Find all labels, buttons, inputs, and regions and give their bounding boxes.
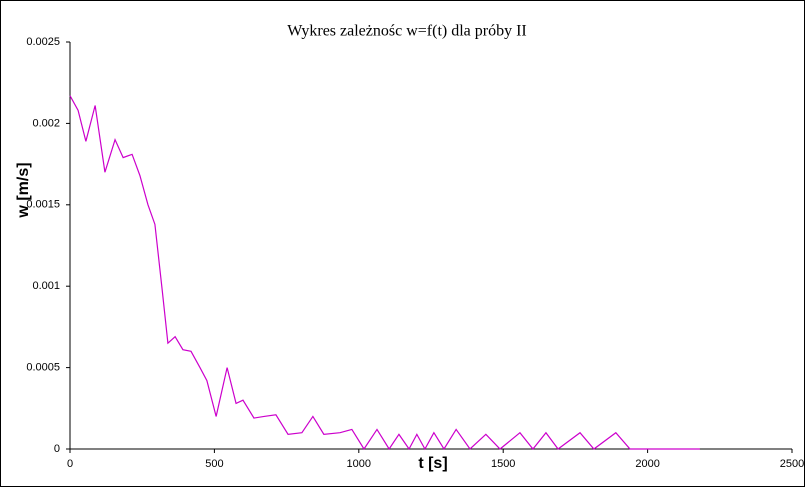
y-axis-label: w [m/s]	[15, 162, 32, 218]
y-tick-label: 0.0015	[26, 199, 60, 211]
x-tick-label: 2500	[780, 458, 804, 470]
y-tick-label: 0.0005	[26, 362, 60, 374]
y-tick-label: 0.0025	[26, 36, 60, 48]
x-tick-label: 1000	[347, 458, 371, 470]
x-tick-label: 0	[67, 458, 73, 470]
x-tick-label: 500	[205, 458, 223, 470]
y-tick-label: 0.002	[32, 117, 60, 129]
data-line	[69, 95, 700, 451]
x-axis-label: t [s]	[418, 455, 447, 472]
x-tick-label: 1500	[491, 458, 515, 470]
chart-title: Wykres zależnośc w=f(t) dla próby II	[287, 23, 527, 40]
y-tick-label: 0	[54, 443, 60, 455]
y-tick-label: 0.001	[32, 280, 60, 292]
x-tick-label: 2000	[635, 458, 659, 470]
